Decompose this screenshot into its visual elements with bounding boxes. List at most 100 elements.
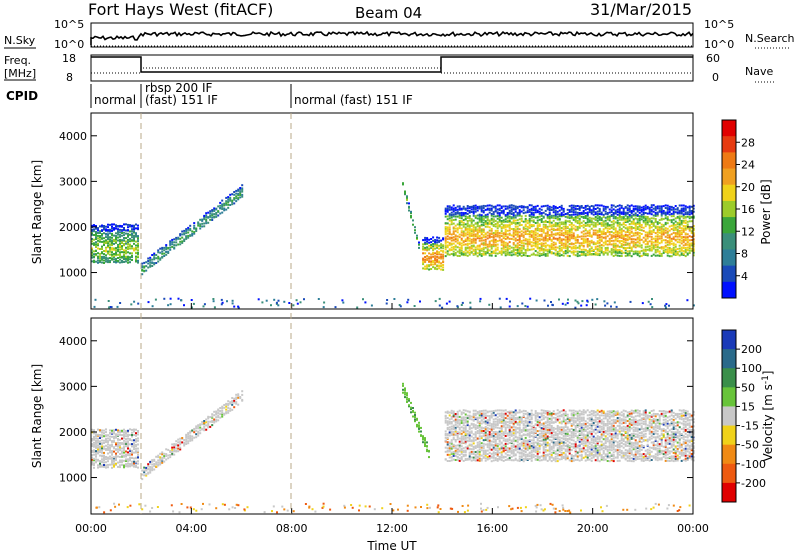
echo-cell	[462, 240, 465, 243]
echo-cell	[680, 221, 683, 224]
echo-cell	[113, 465, 115, 468]
echo-cell	[482, 224, 485, 227]
echo-cell	[520, 230, 523, 233]
echo-cell	[476, 459, 479, 462]
echo-cell	[446, 210, 449, 213]
echo-cell	[468, 458, 471, 461]
echo-cell	[462, 419, 465, 422]
echo-cell	[215, 207, 218, 210]
echo-cell	[155, 463, 158, 466]
echo-cell	[638, 205, 641, 208]
echo-cell	[514, 223, 517, 226]
echo-cell	[544, 248, 547, 251]
echo-cell	[137, 453, 139, 456]
echo-cell	[670, 221, 673, 224]
echo-cell	[538, 212, 541, 215]
echo-cell	[171, 443, 174, 446]
echo-cell	[500, 416, 503, 419]
echo-cell	[658, 209, 661, 212]
echo-cell	[516, 443, 519, 446]
echo-cell	[638, 215, 641, 218]
echo-cell	[510, 459, 513, 462]
echo-cell	[680, 204, 683, 207]
echo-cell	[442, 253, 445, 256]
echo-cell	[129, 428, 131, 431]
echo-cell	[534, 236, 537, 239]
echo-cell	[173, 450, 176, 453]
power-y-axis-label: Slant Range [km]	[30, 160, 44, 264]
echo-cell	[510, 213, 513, 215]
echo-cell	[546, 215, 549, 218]
echo-cell	[536, 243, 539, 246]
echo-cell	[588, 240, 591, 243]
echo-cell	[213, 419, 216, 422]
echo-cell	[107, 440, 109, 443]
echo-cell	[584, 240, 587, 243]
echo-cell	[133, 434, 135, 436]
echo-cell	[452, 215, 455, 218]
echo-cell	[472, 456, 475, 459]
echo-cell	[572, 213, 575, 216]
echo-cell	[444, 251, 447, 254]
echo-cell	[145, 468, 148, 471]
echo-cell	[526, 240, 529, 243]
echo-cell	[492, 238, 495, 241]
echo-cell	[500, 453, 503, 456]
echo-cell	[654, 241, 657, 244]
echo-cell	[496, 211, 499, 214]
echo-cell	[492, 451, 495, 454]
echo-cell	[189, 430, 192, 433]
echo-cell	[478, 411, 481, 414]
echo-cell	[231, 299, 234, 302]
echo-cell	[536, 251, 539, 254]
echo-cell	[111, 225, 113, 228]
echo-cell	[133, 451, 135, 454]
echo-cell	[430, 245, 433, 248]
echo-cell	[562, 207, 565, 210]
echo-cell	[624, 231, 627, 234]
echo-cell	[239, 188, 242, 191]
echo-cell	[660, 239, 663, 242]
echo-cell	[486, 234, 489, 237]
echo-cell	[532, 213, 535, 216]
echo-cell	[119, 242, 121, 245]
echo-cell	[436, 236, 439, 239]
echo-cell	[688, 213, 691, 216]
echo-cell	[265, 299, 268, 302]
echo-cell	[131, 456, 133, 459]
echo-cell	[448, 244, 451, 247]
echo-cell	[454, 447, 457, 450]
echo-cell	[488, 455, 491, 458]
echo-cell	[600, 231, 603, 234]
echo-cell	[624, 249, 627, 252]
echo-cell	[546, 239, 549, 242]
echo-cell	[482, 246, 485, 249]
echo-cell	[594, 204, 597, 207]
echo-cell	[450, 211, 453, 214]
echo-cell	[199, 429, 202, 432]
echo-cell	[127, 435, 129, 438]
echo-cell	[554, 215, 557, 217]
echo-cell	[588, 205, 591, 208]
echo-cell	[636, 236, 639, 239]
echo-cell	[604, 240, 607, 243]
echo-cell	[542, 205, 545, 208]
echo-cell	[123, 227, 125, 229]
echo-cell	[582, 251, 585, 254]
echo-cell	[520, 215, 523, 218]
echo-cell	[111, 429, 113, 432]
echo-cell	[450, 447, 453, 450]
echo-cell	[644, 223, 647, 226]
echo-cell	[99, 248, 101, 250]
echo-cell	[211, 415, 214, 418]
echo-cell	[147, 463, 150, 466]
echo-cell	[608, 243, 611, 246]
echo-cell	[117, 246, 119, 248]
echo-cell	[452, 233, 455, 235]
echo-cell	[448, 418, 451, 421]
echo-cell	[656, 235, 659, 238]
echo-cell	[476, 252, 479, 255]
echo-cell	[458, 214, 461, 217]
echo-cell	[514, 413, 517, 416]
echo-cell	[476, 228, 479, 231]
